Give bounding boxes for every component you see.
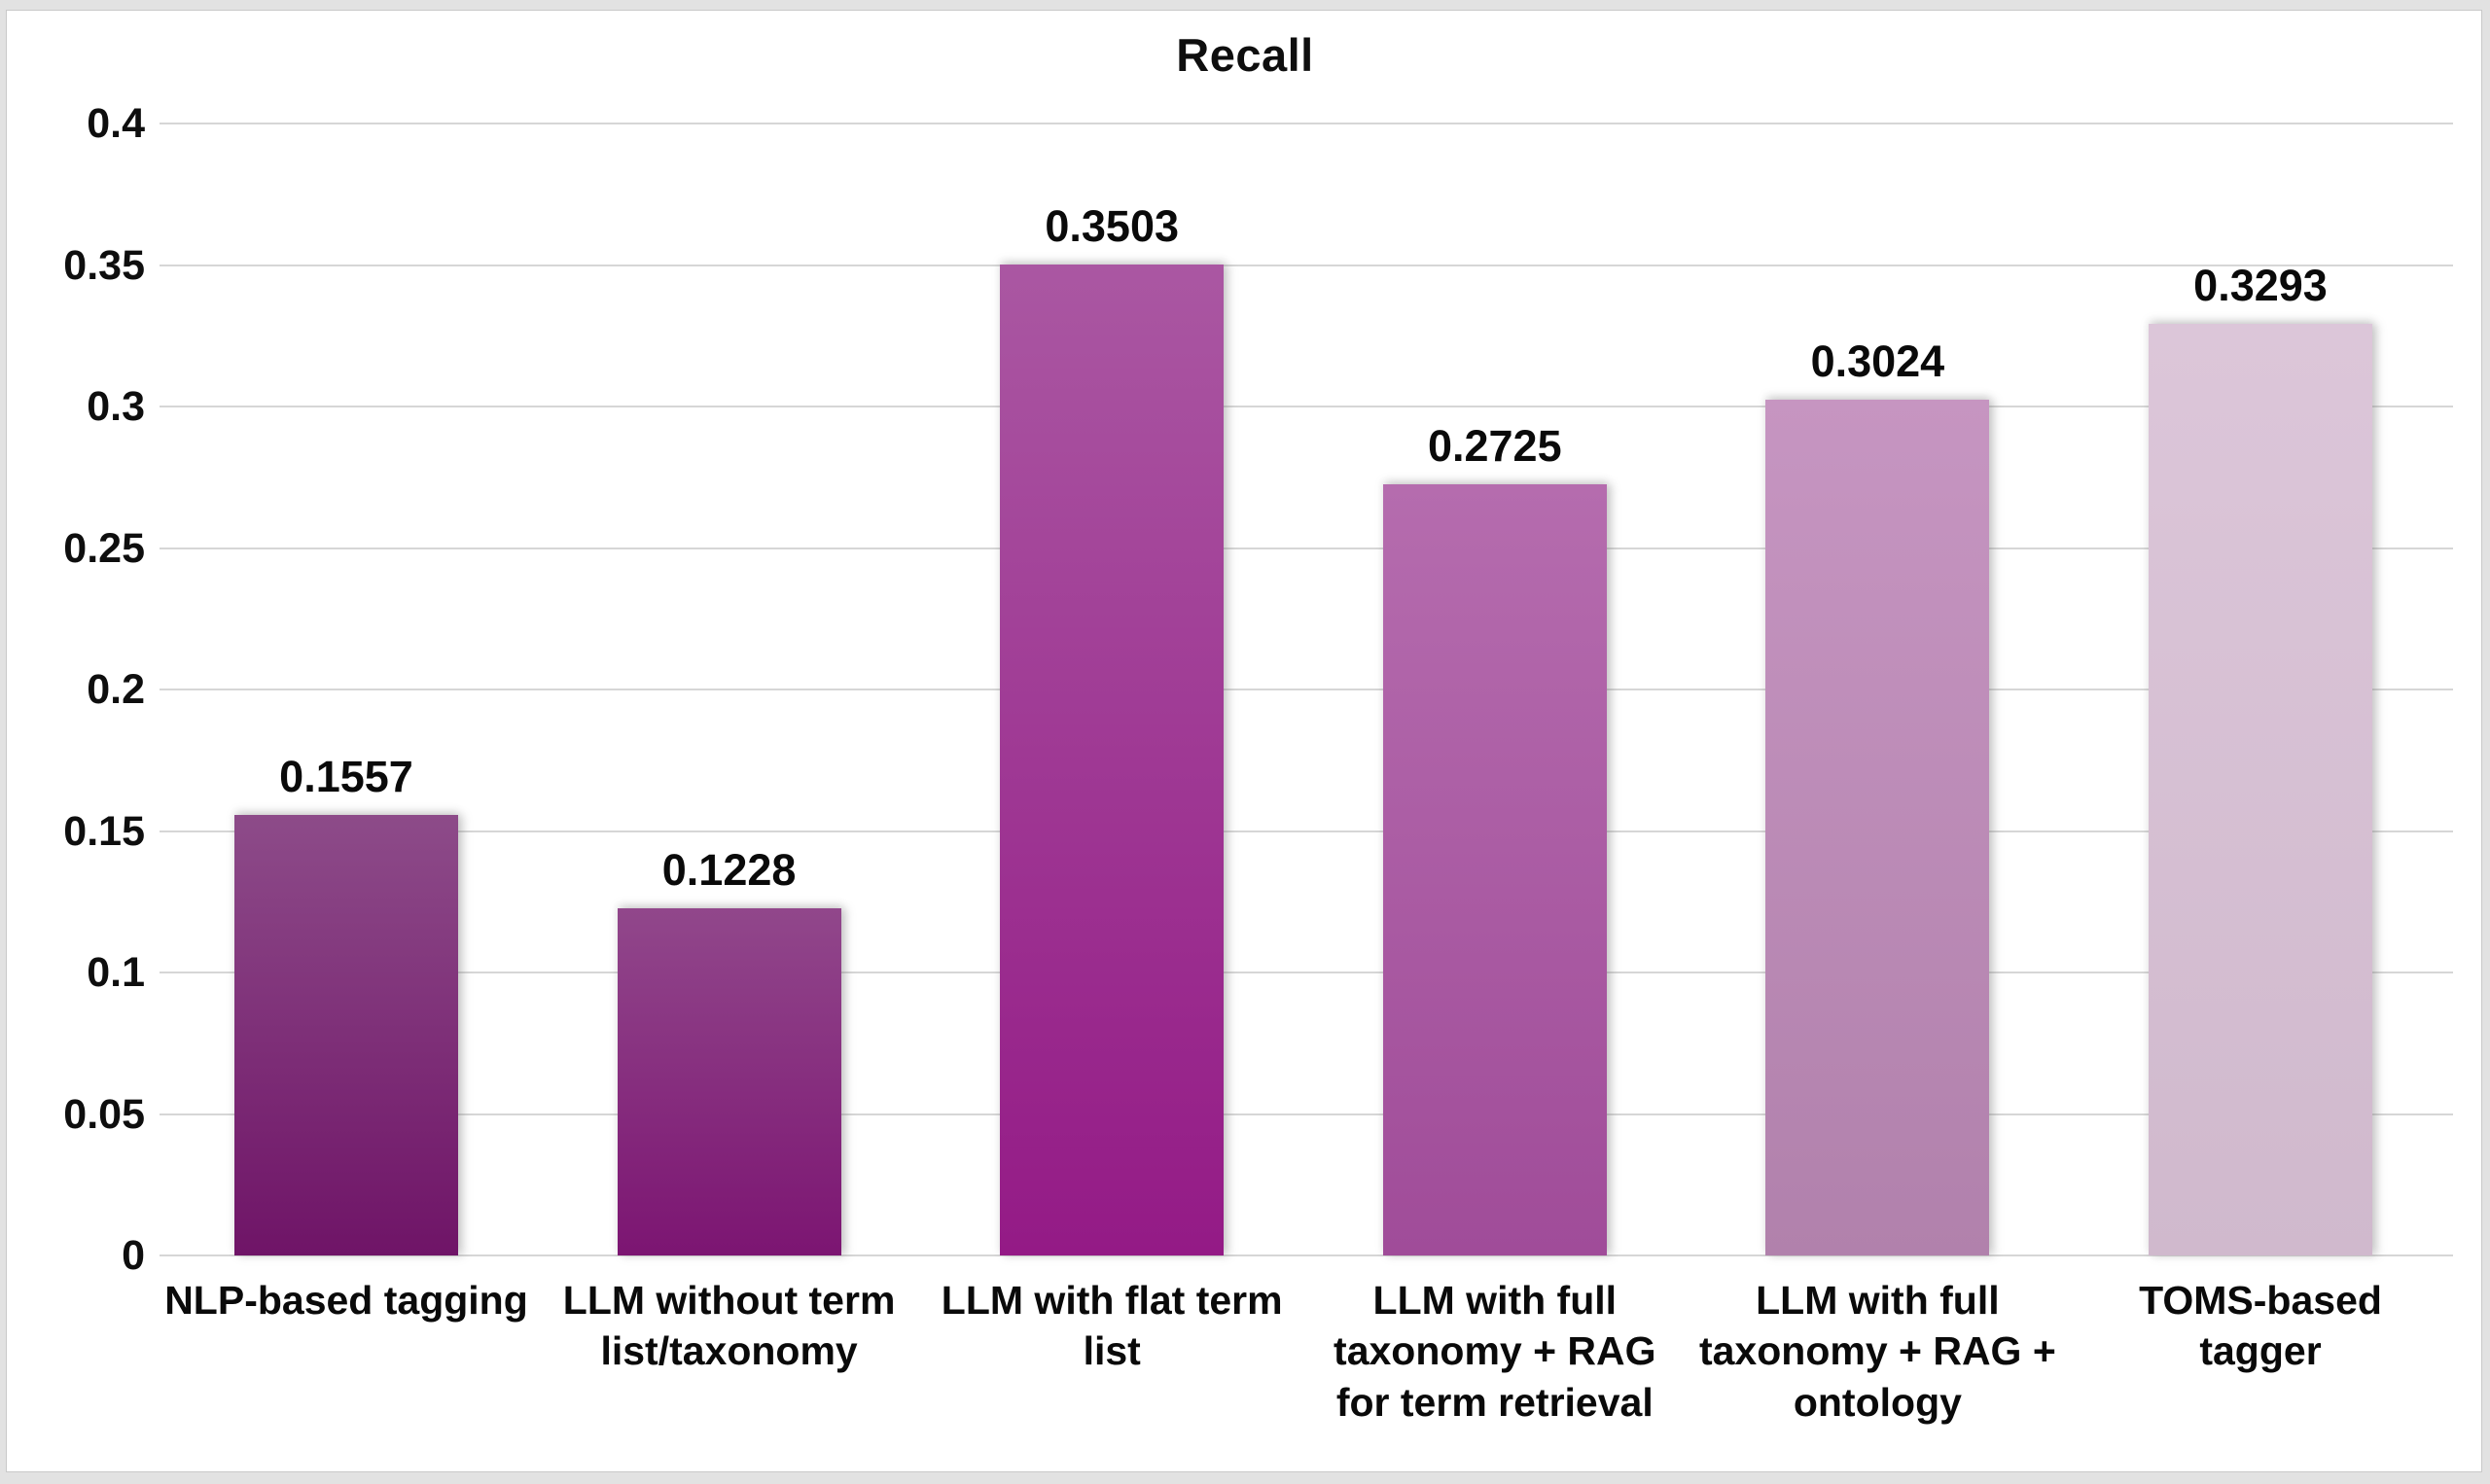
x-axis-label-line: LLM without term <box>562 1278 896 1323</box>
y-axis-tick-label: 0.35 <box>63 241 145 289</box>
value-label-llm-with-full-taxonomy-rag-ontology: 0.3024 <box>1810 336 1945 387</box>
x-axis-label-line: ontology <box>1793 1379 1962 1425</box>
value-label-llm-with-flat-term-list: 0.3503 <box>1045 200 1179 251</box>
bar-llm-with-flat-term-list <box>1000 264 1225 1255</box>
value-label-llm-without-term-list-taxonomy: 0.1228 <box>661 844 797 895</box>
y-axis-tick-label: 0 <box>122 1232 145 1279</box>
x-axis-label-line: list/taxonomy <box>600 1328 858 1374</box>
chart-title: Recall <box>1176 29 1314 81</box>
x-axis-label-line: TOMS-based <box>2139 1278 2382 1323</box>
y-axis-tick-label: 0.4 <box>87 100 145 147</box>
value-label-nlp-based-tagging: 0.1557 <box>279 751 413 801</box>
gridline-0.1 <box>160 972 2453 973</box>
gridline-0.35 <box>160 264 2453 266</box>
bar-toms-based-tagger <box>2149 323 2372 1255</box>
plot-area: 0 0.05 0.1 0.15 0.2 0.25 0.3 0.35 0.4 0.1557 NLP-b… <box>7 11 2483 1473</box>
x-axis-label-line: tagger <box>2199 1328 2322 1374</box>
x-axis-label-line: LLM with full <box>1372 1278 1618 1323</box>
y-axis-tick-label: 0.2 <box>87 666 145 713</box>
x-axis-label-line: for term retrieval <box>1335 1379 1654 1425</box>
x-axis-label-llm-without-term-list-taxonomy: LLM without term list/taxonomy <box>530 1275 929 1377</box>
gridline-0.15 <box>160 830 2453 832</box>
x-axis-label-line: NLP-based tagging <box>164 1278 528 1323</box>
bar-llm-with-full-taxonomy-rag-for-term-retrieval <box>1382 484 1607 1255</box>
x-axis-label-line: list <box>1083 1328 1141 1374</box>
bar-nlp-based-tagging <box>234 814 458 1255</box>
gridline-0.25 <box>160 547 2453 549</box>
value-label-toms-based-tagger: 0.3293 <box>2193 260 2328 310</box>
x-axis-label-llm-with-full-taxonomy-rag-ontology: LLM with full taxonomy + RAG + ontology <box>1678 1275 2077 1428</box>
value-label-llm-with-full-taxonomy-rag-for-term-retrieval: 0.2725 <box>1427 421 1562 472</box>
gridline-0.05 <box>160 1113 2453 1115</box>
x-axis-label-line: taxonomy + RAG <box>1334 1328 1656 1374</box>
x-axis-label-line: LLM with flat term <box>941 1278 1283 1323</box>
x-axis-label-llm-with-flat-term-list: LLM with flat term list <box>912 1275 1311 1377</box>
x-axis-label-toms-based-tagger: TOMS-based tagger <box>2061 1275 2460 1377</box>
gridline-0.4 <box>160 123 2453 124</box>
x-axis-label-line: LLM with full <box>1756 1278 2000 1323</box>
y-axis-tick-label: 0.05 <box>63 1090 145 1138</box>
y-axis-tick-label: 0.15 <box>63 807 145 855</box>
gridline-0.2 <box>160 689 2453 690</box>
gridline-0.3 <box>160 406 2453 407</box>
y-axis-tick-label: 0.25 <box>63 524 145 572</box>
x-axis-label-llm-with-full-taxonomy-rag-for-term-retrieval: LLM with full taxonomy + RAG for term retr… <box>1296 1275 1694 1428</box>
chart-canvas: Recall 0 0.05 0.1 0.15 0.2 0.25 0.3 0.35 0.4 0.15… <box>6 10 2482 1472</box>
y-axis-tick-label: 0.1 <box>87 949 145 996</box>
x-axis-label-nlp-based-tagging: NLP-based tagging <box>147 1275 546 1325</box>
x-axis-label-line: taxonomy + RAG + <box>1698 1328 2056 1374</box>
y-axis-tick-label: 0.3 <box>87 383 145 430</box>
bar-llm-with-full-taxonomy-rag-ontology <box>1765 400 1990 1255</box>
gridline-0 <box>160 1254 2453 1256</box>
bar-llm-without-term-list-taxonomy <box>617 907 841 1255</box>
